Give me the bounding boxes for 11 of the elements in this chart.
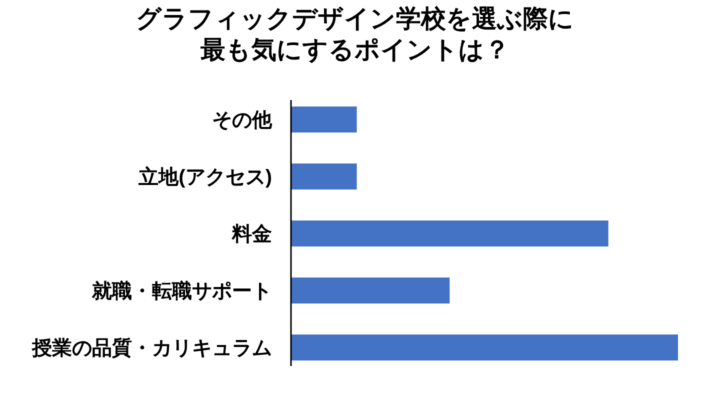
bar bbox=[291, 278, 450, 304]
y-tick-label: 授業の品質・カリキュラム bbox=[31, 336, 272, 360]
bar bbox=[291, 334, 678, 360]
y-tick-label: 立地(アクセス) bbox=[138, 166, 272, 188]
bar bbox=[291, 164, 357, 190]
y-tick-label: その他 bbox=[212, 110, 273, 132]
y-tick-label: 料金 bbox=[231, 224, 272, 246]
bar bbox=[291, 220, 608, 246]
chart-title: グラフィックデザイン学校を選ぶ際に最も気にするポイントは？ bbox=[135, 4, 575, 66]
bar bbox=[291, 106, 357, 132]
y-tick-label: 就職・転職サポート bbox=[91, 280, 272, 302]
